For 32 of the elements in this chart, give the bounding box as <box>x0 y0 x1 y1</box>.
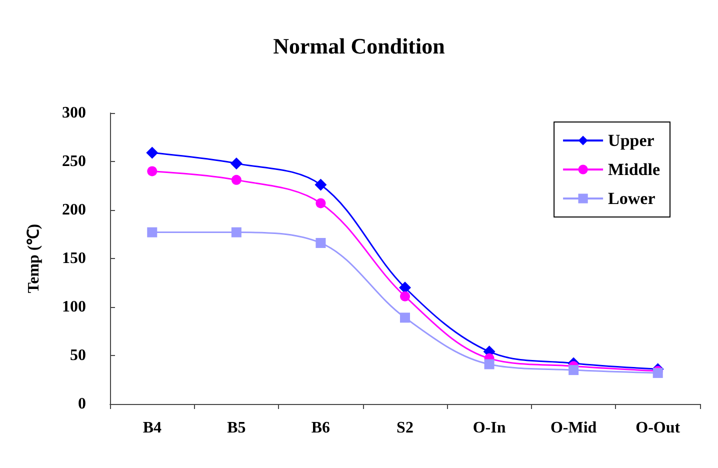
x-tick-label: O-Mid <box>550 420 597 436</box>
point <box>230 157 242 170</box>
point <box>314 178 327 191</box>
legend-label: Middle <box>608 160 660 179</box>
point <box>147 227 158 238</box>
y-tick-label: 250 <box>62 153 86 170</box>
y-tick-label: 100 <box>62 298 86 316</box>
y-tick-label: 200 <box>62 202 86 218</box>
legend-label: Lower <box>608 189 656 208</box>
y-axis-title: Temp (℃) <box>26 224 42 294</box>
point <box>231 227 242 238</box>
point <box>400 312 410 323</box>
x-tick-label: B5 <box>227 420 246 436</box>
point <box>568 365 579 376</box>
point <box>231 174 242 185</box>
y-tick-label: 0 <box>78 396 86 412</box>
y-tick-label: 300 <box>62 104 86 122</box>
point <box>147 166 158 176</box>
x-tick-label: B4 <box>142 420 162 436</box>
point <box>316 238 326 248</box>
y-tick-label: 150 <box>62 250 86 267</box>
point <box>400 291 410 302</box>
chart-title: Normal Condition <box>273 34 445 58</box>
point <box>316 198 326 208</box>
x-tick-label: O-In <box>472 420 506 436</box>
legend-label: Upper <box>608 131 655 150</box>
point <box>484 359 494 370</box>
x-tick-label: S2 <box>396 420 414 436</box>
x-tick-label: O-Out <box>636 420 681 436</box>
y-tick-label: 50 <box>70 347 86 364</box>
point <box>146 146 158 159</box>
x-tick-label: B6 <box>311 420 330 436</box>
